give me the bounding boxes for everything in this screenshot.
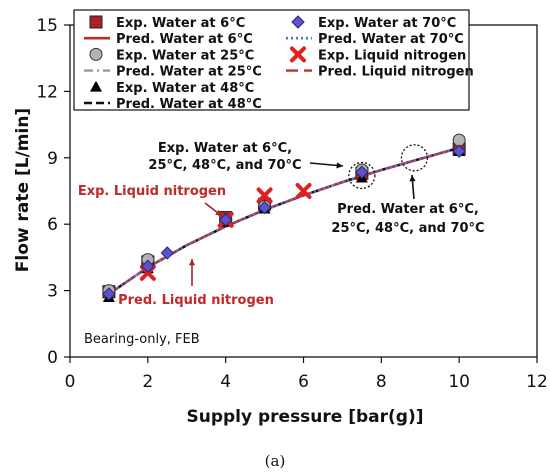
anno-ln2-pred-arrow <box>188 259 196 286</box>
y-tick-label: 9 <box>47 149 58 169</box>
data-point-s6-1 <box>141 259 155 273</box>
chart-note: Bearing-only, FEB <box>84 332 200 347</box>
series-layer <box>102 133 466 303</box>
x-tick-label: 10 <box>448 372 470 392</box>
legend-label-6: Exp. Water at 70°C <box>318 16 456 31</box>
y-axis-title: Flow rate [L/min] <box>13 108 33 272</box>
anno-exp-line1: Exp. Water at 6°C, <box>158 141 292 156</box>
y-tick-label: 12 <box>36 82 58 102</box>
y-tick-label: 3 <box>47 282 58 302</box>
anno-pred-line1: Pred. Water at 6°C, <box>337 202 479 217</box>
legend-label-1: Pred. Water at 6°C <box>116 32 253 47</box>
highlight-circle-pred <box>400 144 429 172</box>
data-point-s8-2 <box>256 187 273 204</box>
data-point-s6-0 <box>102 287 116 301</box>
legend-key-0 <box>89 15 103 29</box>
data-point-s6-5 <box>355 165 369 179</box>
anno-exp-line2: 25°C, 48°C, and 70°C <box>148 158 301 173</box>
legend-label-9: Pred. Liquid nitrogen <box>318 65 474 80</box>
y-tick-label: 0 <box>47 348 58 368</box>
legend-key-4 <box>90 80 102 92</box>
data-point-s6-6 <box>452 144 466 158</box>
legend-key-8 <box>290 46 306 63</box>
figure-caption: (a) <box>265 452 286 470</box>
legend-key-6 <box>291 15 305 29</box>
x-tick-label: 6 <box>298 372 309 392</box>
series-line-7 <box>108 146 460 295</box>
x-tick-label: 12 <box>526 372 548 392</box>
x-tick-label: 0 <box>65 372 76 392</box>
x-axis-title: Supply pressure [bar(g)] <box>186 407 423 427</box>
anno-exp-arrow <box>309 162 344 169</box>
data-point-s8-3 <box>295 183 312 199</box>
anno-pred-line2: 25°C, 48°C, and 70°C <box>331 221 484 236</box>
anno-ln2-exp: Exp. Liquid nitrogen <box>78 184 226 199</box>
x-tick-label: 4 <box>220 372 231 392</box>
x-tick-label: 2 <box>142 372 153 392</box>
anno-ln2-pred: Pred. Liquid nitrogen <box>118 293 274 308</box>
y-tick-label: 6 <box>47 215 58 235</box>
axes: 0 2 4 6 8 10 12 0 3 6 9 12 15 <box>36 16 547 392</box>
x-tick-label: 8 <box>376 372 387 392</box>
data-point-s6-3 <box>218 213 233 227</box>
legend-label-2: Exp. Water at 25°C <box>116 48 254 63</box>
annotations: Exp. Water at 6°C, 25°C, 48°C, and 70°C Pr… <box>78 141 485 308</box>
y-tick-label: 15 <box>36 16 58 36</box>
legend-label-0: Exp. Water at 6°C <box>116 16 245 31</box>
data-point-s6-2 <box>160 246 174 260</box>
legend-key-2 <box>89 47 103 61</box>
data-point-s2-5 <box>452 133 466 147</box>
legend-label-4: Exp. Water at 48°C <box>116 81 254 96</box>
anno-pred-arrow <box>409 174 416 200</box>
data-point-s6-4 <box>257 200 272 215</box>
legend-label-8: Exp. Liquid nitrogen <box>318 48 466 63</box>
highlight-circle-exp <box>348 161 376 190</box>
legend-box <box>73 9 470 111</box>
anno-ln2-exp-arrow <box>204 202 223 217</box>
legend-label-5: Pred. Water at 48°C <box>116 97 262 112</box>
legend-label-7: Pred. Water at 70°C <box>318 32 464 47</box>
legend-label-3: Pred. Water at 25°C <box>116 65 262 80</box>
series-line-9 <box>108 146 460 295</box>
